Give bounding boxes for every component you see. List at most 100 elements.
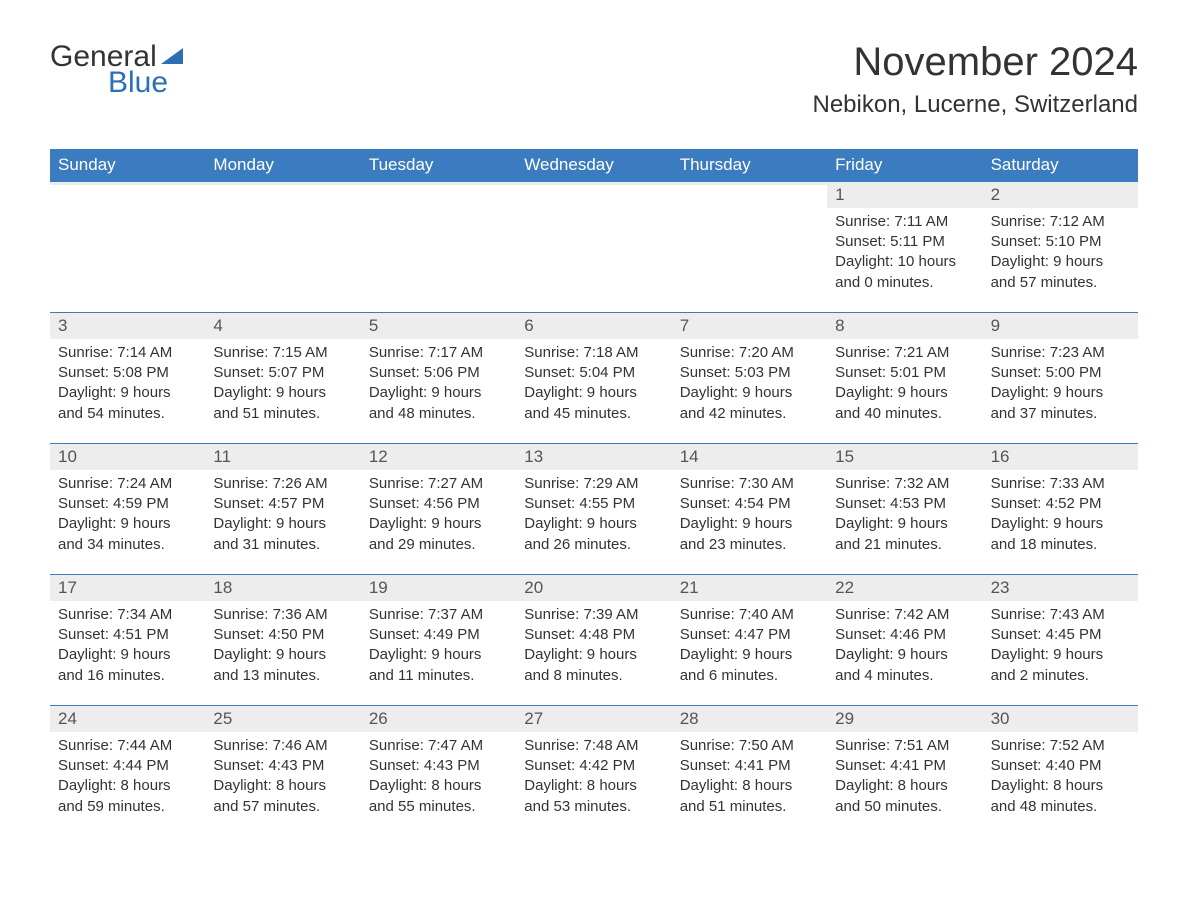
day-cell: 1Sunrise: 7:11 AMSunset: 5:11 PMDaylight… (827, 182, 982, 312)
sunset-text: Sunset: 5:03 PM (680, 363, 819, 383)
day-content: Sunrise: 7:36 AMSunset: 4:50 PMDaylight:… (205, 601, 360, 696)
day-content: Sunrise: 7:14 AMSunset: 5:08 PMDaylight:… (50, 339, 205, 434)
sunrise-text: Sunrise: 7:21 AM (835, 343, 974, 363)
daylight-text: Daylight: 9 hours and 37 minutes. (991, 383, 1130, 424)
day-cell: 27Sunrise: 7:48 AMSunset: 4:42 PMDayligh… (516, 706, 671, 836)
day-cell: 10Sunrise: 7:24 AMSunset: 4:59 PMDayligh… (50, 444, 205, 574)
week-row: 1Sunrise: 7:11 AMSunset: 5:11 PMDaylight… (50, 181, 1138, 312)
day-content: Sunrise: 7:46 AMSunset: 4:43 PMDaylight:… (205, 732, 360, 827)
day-cell: 9Sunrise: 7:23 AMSunset: 5:00 PMDaylight… (983, 313, 1138, 443)
day-number: 22 (827, 575, 982, 601)
day-cell: 4Sunrise: 7:15 AMSunset: 5:07 PMDaylight… (205, 313, 360, 443)
day-number: 19 (361, 575, 516, 601)
sunset-text: Sunset: 5:07 PM (213, 363, 352, 383)
day-cell: 15Sunrise: 7:32 AMSunset: 4:53 PMDayligh… (827, 444, 982, 574)
daylight-text: Daylight: 9 hours and 6 minutes. (680, 645, 819, 686)
sunset-text: Sunset: 4:52 PM (991, 494, 1130, 514)
sunset-text: Sunset: 4:45 PM (991, 625, 1130, 645)
sunrise-text: Sunrise: 7:40 AM (680, 605, 819, 625)
daylight-text: Daylight: 10 hours and 0 minutes. (835, 252, 974, 293)
daylight-text: Daylight: 9 hours and 29 minutes. (369, 514, 508, 555)
sunrise-text: Sunrise: 7:17 AM (369, 343, 508, 363)
day-content: Sunrise: 7:50 AMSunset: 4:41 PMDaylight:… (672, 732, 827, 827)
sunset-text: Sunset: 4:41 PM (835, 756, 974, 776)
day-cell: 21Sunrise: 7:40 AMSunset: 4:47 PMDayligh… (672, 575, 827, 705)
day-content: Sunrise: 7:30 AMSunset: 4:54 PMDaylight:… (672, 470, 827, 565)
sunset-text: Sunset: 4:44 PM (58, 756, 197, 776)
daylight-text: Daylight: 9 hours and 13 minutes. (213, 645, 352, 686)
day-content: Sunrise: 7:37 AMSunset: 4:49 PMDaylight:… (361, 601, 516, 696)
daylight-text: Daylight: 9 hours and 45 minutes. (524, 383, 663, 424)
day-cell: 26Sunrise: 7:47 AMSunset: 4:43 PMDayligh… (361, 706, 516, 836)
sunrise-text: Sunrise: 7:36 AM (213, 605, 352, 625)
location: Nebikon, Lucerne, Switzerland (812, 91, 1138, 119)
sunrise-text: Sunrise: 7:34 AM (58, 605, 197, 625)
daylight-text: Daylight: 9 hours and 51 minutes. (213, 383, 352, 424)
day-cell (672, 182, 827, 312)
day-number: 12 (361, 444, 516, 470)
day-content: Sunrise: 7:27 AMSunset: 4:56 PMDaylight:… (361, 470, 516, 565)
week-row: 3Sunrise: 7:14 AMSunset: 5:08 PMDaylight… (50, 312, 1138, 443)
day-cell: 14Sunrise: 7:30 AMSunset: 4:54 PMDayligh… (672, 444, 827, 574)
day-cell (516, 182, 671, 312)
month-title: November 2024 (812, 40, 1138, 85)
sunset-text: Sunset: 4:50 PM (213, 625, 352, 645)
day-cell: 16Sunrise: 7:33 AMSunset: 4:52 PMDayligh… (983, 444, 1138, 574)
sunset-text: Sunset: 4:59 PM (58, 494, 197, 514)
sunset-text: Sunset: 4:57 PM (213, 494, 352, 514)
day-cell: 12Sunrise: 7:27 AMSunset: 4:56 PMDayligh… (361, 444, 516, 574)
day-content: Sunrise: 7:20 AMSunset: 5:03 PMDaylight:… (672, 339, 827, 434)
sunrise-text: Sunrise: 7:33 AM (991, 474, 1130, 494)
daylight-text: Daylight: 9 hours and 16 minutes. (58, 645, 197, 686)
sunset-text: Sunset: 4:41 PM (680, 756, 819, 776)
day-content: Sunrise: 7:15 AMSunset: 5:07 PMDaylight:… (205, 339, 360, 434)
sunrise-text: Sunrise: 7:11 AM (835, 212, 974, 232)
daylight-text: Daylight: 8 hours and 51 minutes. (680, 776, 819, 817)
day-cell: 19Sunrise: 7:37 AMSunset: 4:49 PMDayligh… (361, 575, 516, 705)
daylight-text: Daylight: 9 hours and 11 minutes. (369, 645, 508, 686)
sunset-text: Sunset: 4:46 PM (835, 625, 974, 645)
sunrise-text: Sunrise: 7:52 AM (991, 736, 1130, 756)
daylight-text: Daylight: 8 hours and 59 minutes. (58, 776, 197, 817)
sunrise-text: Sunrise: 7:15 AM (213, 343, 352, 363)
weekday-header: Monday (205, 149, 360, 181)
daylight-text: Daylight: 9 hours and 23 minutes. (680, 514, 819, 555)
weekday-header: Saturday (983, 149, 1138, 181)
day-number: 29 (827, 706, 982, 732)
day-number: 20 (516, 575, 671, 601)
weekday-header: Sunday (50, 149, 205, 181)
day-number: 21 (672, 575, 827, 601)
sunrise-text: Sunrise: 7:26 AM (213, 474, 352, 494)
day-number (516, 182, 671, 185)
day-content: Sunrise: 7:51 AMSunset: 4:41 PMDaylight:… (827, 732, 982, 827)
sunset-text: Sunset: 4:54 PM (680, 494, 819, 514)
daylight-text: Daylight: 9 hours and 4 minutes. (835, 645, 974, 686)
week-row: 10Sunrise: 7:24 AMSunset: 4:59 PMDayligh… (50, 443, 1138, 574)
day-number: 6 (516, 313, 671, 339)
week-row: 24Sunrise: 7:44 AMSunset: 4:44 PMDayligh… (50, 705, 1138, 836)
day-cell: 11Sunrise: 7:26 AMSunset: 4:57 PMDayligh… (205, 444, 360, 574)
day-number: 16 (983, 444, 1138, 470)
weekday-header-row: Sunday Monday Tuesday Wednesday Thursday… (50, 149, 1138, 181)
day-content: Sunrise: 7:26 AMSunset: 4:57 PMDaylight:… (205, 470, 360, 565)
day-cell: 17Sunrise: 7:34 AMSunset: 4:51 PMDayligh… (50, 575, 205, 705)
day-content: Sunrise: 7:17 AMSunset: 5:06 PMDaylight:… (361, 339, 516, 434)
day-cell (50, 182, 205, 312)
calendar: Sunday Monday Tuesday Wednesday Thursday… (50, 149, 1138, 836)
weekday-header: Thursday (672, 149, 827, 181)
day-content: Sunrise: 7:21 AMSunset: 5:01 PMDaylight:… (827, 339, 982, 434)
sunset-text: Sunset: 5:10 PM (991, 232, 1130, 252)
day-content: Sunrise: 7:33 AMSunset: 4:52 PMDaylight:… (983, 470, 1138, 565)
day-number: 8 (827, 313, 982, 339)
sunset-text: Sunset: 4:51 PM (58, 625, 197, 645)
day-cell: 3Sunrise: 7:14 AMSunset: 5:08 PMDaylight… (50, 313, 205, 443)
daylight-text: Daylight: 9 hours and 57 minutes. (991, 252, 1130, 293)
sunrise-text: Sunrise: 7:30 AM (680, 474, 819, 494)
sunrise-text: Sunrise: 7:12 AM (991, 212, 1130, 232)
daylight-text: Daylight: 8 hours and 57 minutes. (213, 776, 352, 817)
week-row: 17Sunrise: 7:34 AMSunset: 4:51 PMDayligh… (50, 574, 1138, 705)
sunrise-text: Sunrise: 7:48 AM (524, 736, 663, 756)
sunset-text: Sunset: 4:48 PM (524, 625, 663, 645)
logo: General Blue (50, 40, 183, 100)
day-cell: 5Sunrise: 7:17 AMSunset: 5:06 PMDaylight… (361, 313, 516, 443)
